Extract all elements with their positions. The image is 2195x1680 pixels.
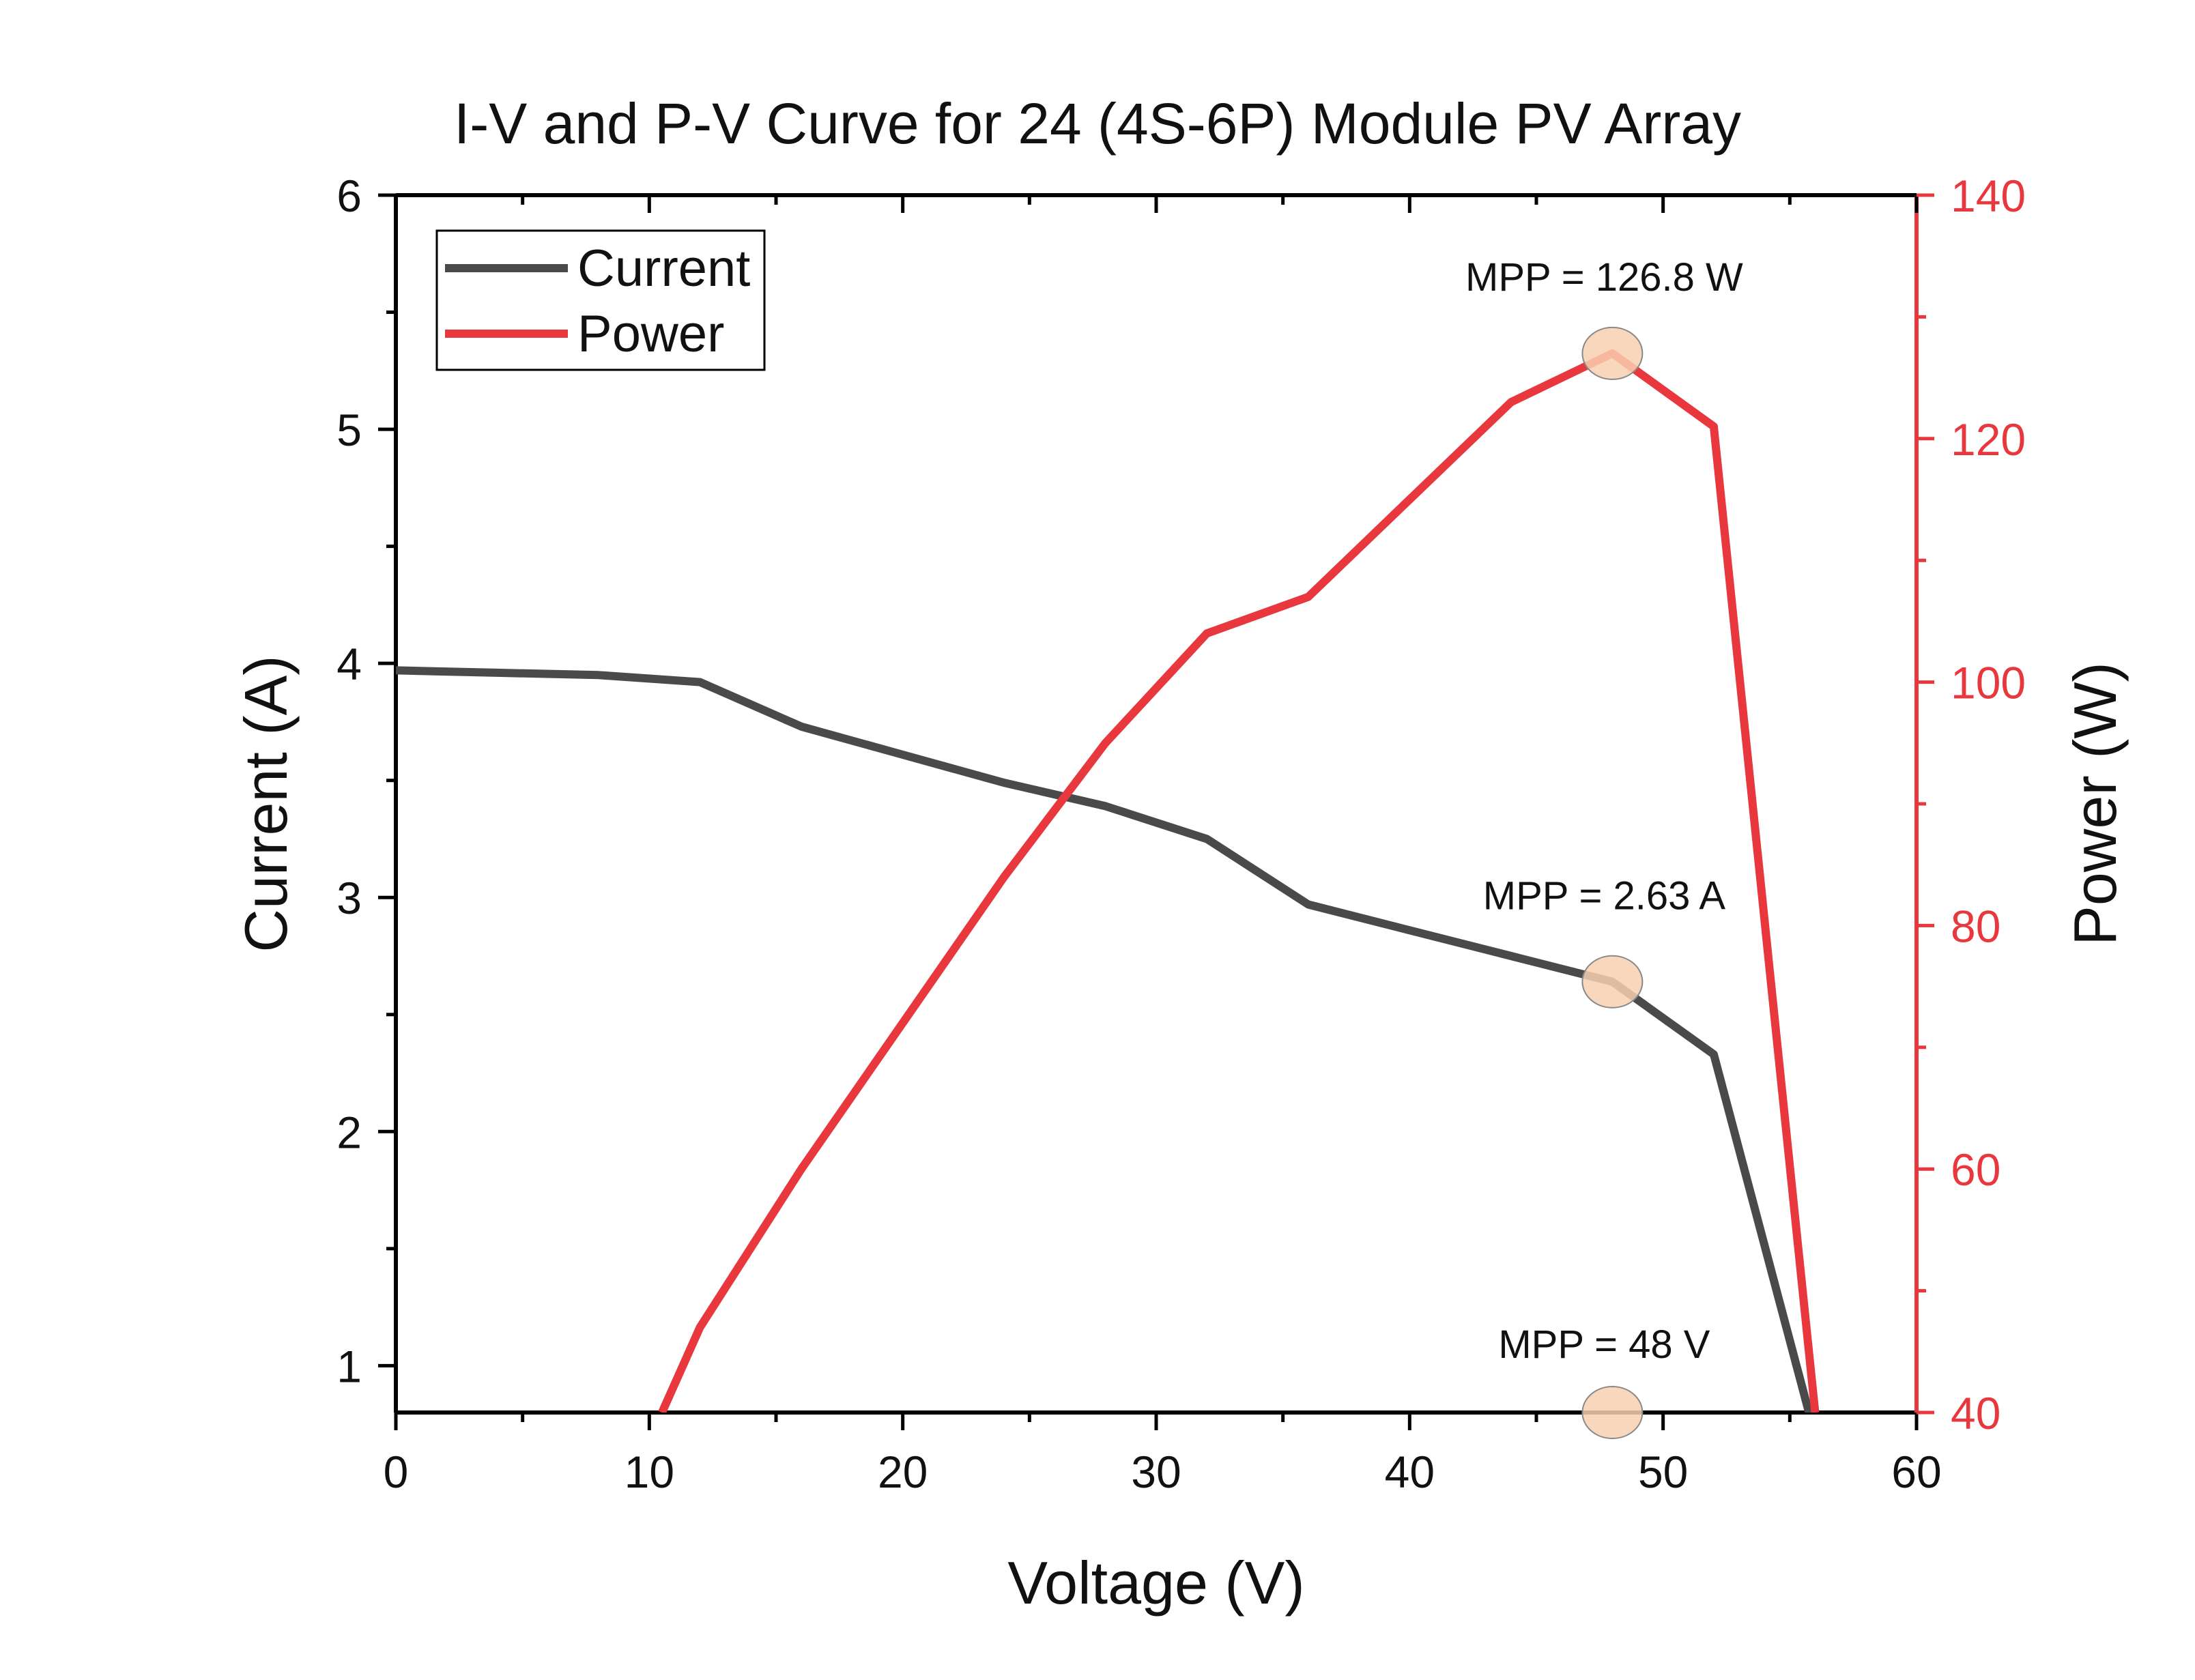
mpp-marker: [1581, 326, 1644, 380]
y-right-tick-label: 120: [1951, 414, 2026, 465]
y-left-tick-label: 3: [336, 873, 362, 923]
legend-label-current: Current: [577, 240, 750, 298]
x-tick-label: 30: [1131, 1447, 1181, 1497]
y-axis-left-title: Current (A): [232, 655, 300, 952]
y-left-tick-label: 5: [336, 405, 362, 455]
mpp-annotation: MPP = 2.63 A: [1483, 874, 1726, 918]
y-right-tick-label: 60: [1951, 1144, 2000, 1195]
x-tick-label: 10: [625, 1447, 674, 1497]
legend-label-power: Power: [577, 305, 724, 363]
x-tick-label: 60: [1891, 1447, 1941, 1497]
y-axis-right-title: Power (W): [2061, 662, 2129, 946]
y-left-tick-label: 4: [336, 639, 362, 689]
mpp-annotation: MPP = 48 V: [1498, 1322, 1710, 1367]
y-right-tick-label: 100: [1951, 658, 2026, 708]
legend-box: [435, 229, 766, 371]
x-tick-label: 20: [878, 1447, 928, 1497]
plot-area: 0 10 20 30 40 50 60123456406080100120140Voltag…: [232, 171, 2129, 1617]
y-left-tick-label: 2: [336, 1107, 362, 1157]
y-right-tick-label: 40: [1951, 1388, 2000, 1438]
x-tick-label: 50: [1638, 1447, 1688, 1497]
x-tick-label: 40: [1385, 1447, 1435, 1497]
x-axis-title: Voltage (V): [1007, 1549, 1304, 1617]
series-line-current: [396, 666, 1813, 1413]
mpp-marker: [1581, 1386, 1644, 1439]
y-right-tick-label: 80: [1951, 901, 2000, 951]
mpp-marker: [1581, 955, 1644, 1009]
x-tick-label: 0: [384, 1447, 409, 1497]
y-right-tick-label: 140: [1951, 171, 2026, 221]
chart-title: I-V and P-V Curve for 24 (4S-6P) Module …: [454, 91, 1741, 156]
y-left-tick-label: 6: [336, 171, 362, 221]
mpp-annotation: MPP = 126.8 W: [1465, 255, 1743, 300]
y-left-tick-label: 1: [336, 1341, 362, 1391]
